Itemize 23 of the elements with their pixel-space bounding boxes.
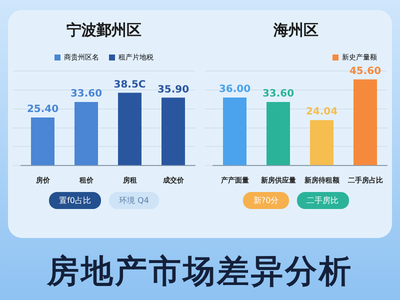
bar [118,92,142,166]
data-label: 38.5C [114,79,146,90]
bar [310,120,334,166]
bar [266,102,290,166]
data-label: 35.90 [157,84,190,96]
data-label: 45.60 [349,66,382,77]
chart-title: 宁波鄞州区 [66,20,142,39]
data-label: 33.60 [70,88,102,100]
text: 房地产市场差异分析 [46,251,354,292]
text: 新?0分 [243,192,289,209]
text: 置f0占比 [49,192,101,209]
data-label: 24.04 [306,106,338,118]
bar [74,102,98,166]
text: 二手房比 [296,192,349,209]
bar [223,97,246,166]
data-label: 25.40 [26,104,59,116]
chart-title: 海州区 [272,20,318,39]
bar [162,98,185,166]
data-label: 33.60 [262,88,294,100]
data-label: 36.00 [218,84,251,96]
bar [354,79,377,166]
text: 环境 Q4 [108,192,159,209]
bar [31,118,54,166]
